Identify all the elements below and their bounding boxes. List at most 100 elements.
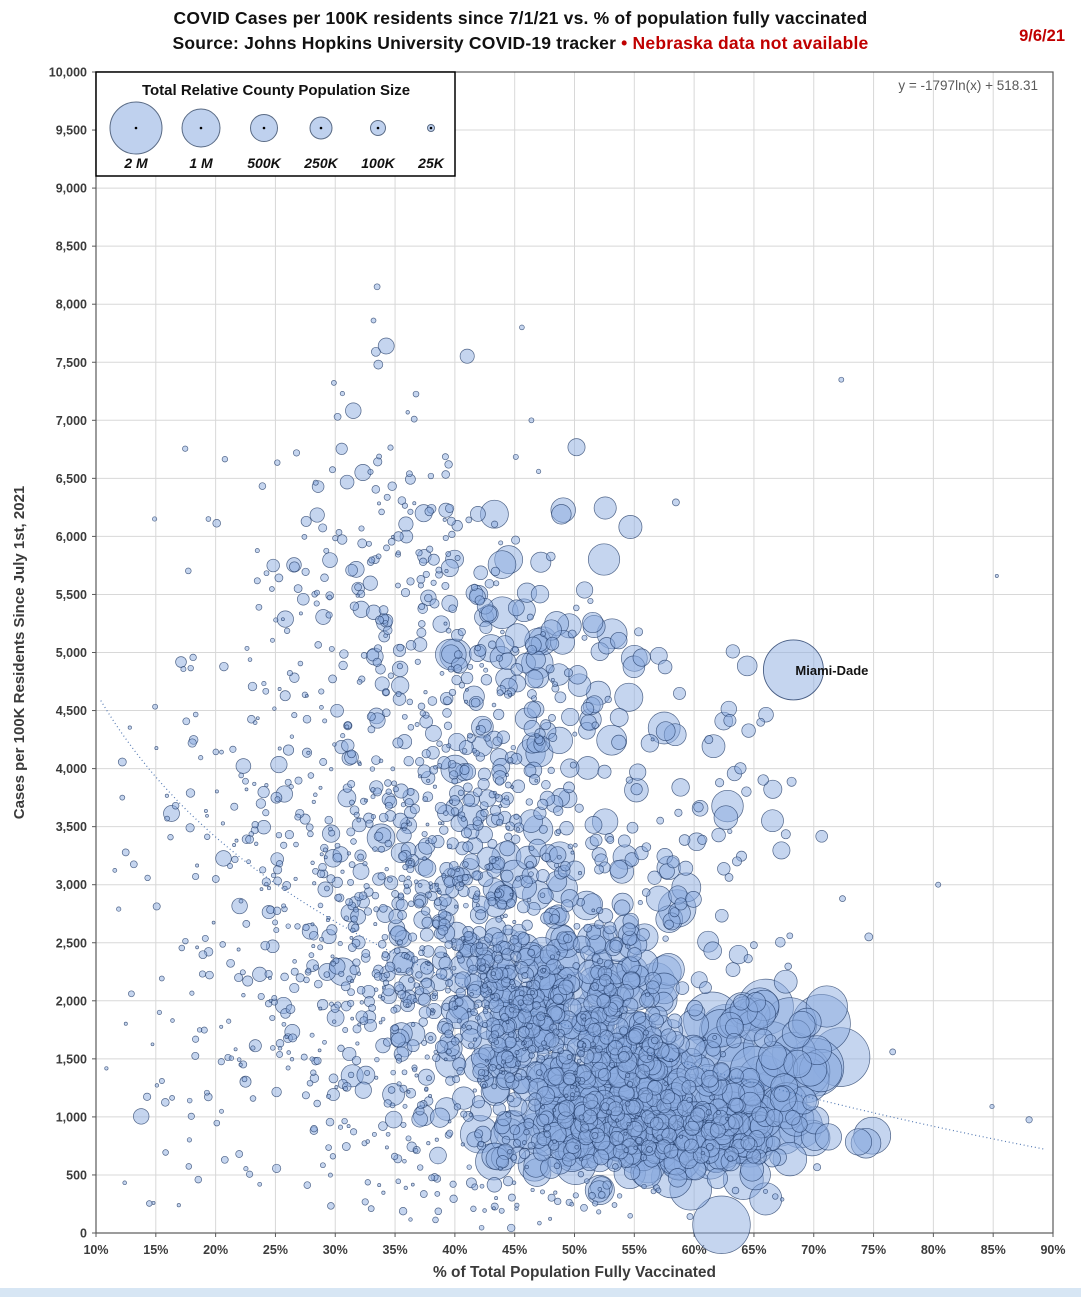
county-bubble [426, 778, 431, 783]
county-bubble [342, 1027, 349, 1033]
county-bubble [460, 935, 466, 941]
county-bubble [340, 981, 351, 992]
county-bubble [498, 540, 504, 546]
county-bubble [633, 1145, 638, 1150]
county-bubble [297, 592, 310, 606]
county-bubble [508, 944, 516, 951]
county-bubble [352, 958, 361, 967]
county-bubble [403, 1185, 408, 1191]
county-bubble [734, 762, 747, 775]
county-bubble [187, 738, 197, 748]
county-bubble [309, 930, 319, 941]
county-bubble [430, 579, 437, 586]
county-bubble [406, 1039, 420, 1053]
county-bubble [455, 951, 463, 959]
county-bubble [511, 1180, 517, 1186]
county-bubble [170, 1018, 175, 1023]
y-tick-label: 2,500 [56, 936, 87, 950]
county-bubble [385, 1131, 391, 1137]
county-bubble [763, 1188, 768, 1194]
county-bubble [444, 1029, 454, 1039]
county-bubble [350, 978, 355, 984]
county-bubble [569, 761, 577, 769]
county-bubble [570, 1084, 575, 1090]
county-bubble [660, 1089, 676, 1105]
county-bubble [370, 794, 376, 800]
county-bubble [864, 932, 874, 942]
county-bubble [429, 1146, 447, 1165]
county-bubble [717, 862, 731, 876]
county-bubble [483, 977, 490, 983]
x-axis-title: % of Total Population Fully Vaccinated [433, 1264, 716, 1281]
county-bubble [630, 1118, 635, 1123]
county-bubble [751, 1106, 768, 1123]
county-bubble [293, 841, 299, 848]
county-bubble [348, 861, 356, 868]
county-bubble [397, 990, 406, 999]
county-bubble [424, 1054, 430, 1060]
county-bubble [588, 1192, 596, 1200]
county-bubble [444, 460, 453, 469]
county-bubble [512, 453, 519, 460]
county-bubble [324, 815, 334, 825]
county-bubble [384, 839, 393, 848]
county-bubble [167, 834, 174, 841]
county-bubble [417, 859, 437, 878]
county-bubble [289, 1057, 295, 1062]
legend-bubble-label: 500K [247, 155, 281, 171]
county-bubble [772, 1193, 779, 1200]
county-bubble [528, 871, 534, 877]
county-bubble [462, 861, 469, 868]
county-bubble [229, 745, 237, 753]
county-bubble [326, 874, 336, 884]
county-bubble [234, 838, 239, 843]
county-bubble [422, 856, 427, 861]
county-bubble [284, 778, 292, 786]
county-bubble [347, 878, 355, 886]
county-bubble [349, 799, 355, 806]
county-bubble [428, 1174, 436, 1182]
county-bubble [192, 711, 199, 718]
county-bubble [602, 1180, 612, 1190]
county-bubble [322, 847, 328, 853]
county-bubble [509, 1124, 521, 1136]
county-bubble [318, 523, 328, 533]
county-bubble [711, 827, 726, 843]
county-bubble [396, 643, 405, 652]
county-bubble [526, 1075, 531, 1081]
county-bubble [727, 828, 733, 834]
county-bubble [476, 1077, 482, 1083]
county-bubble [428, 1035, 434, 1041]
county-bubble [373, 359, 384, 370]
county-bubble [505, 1111, 512, 1118]
county-bubble [502, 1175, 514, 1187]
x-tick-label: 50% [562, 1243, 587, 1257]
county-bubble [763, 779, 783, 799]
county-bubble [702, 1037, 707, 1041]
county-bubble [709, 1094, 716, 1101]
county-bubble [427, 553, 440, 566]
county-bubble [465, 516, 473, 524]
labeled-bubble-label: Miami-Dade [795, 663, 868, 678]
y-tick-label: 6,500 [56, 472, 87, 486]
county-bubble [424, 1086, 429, 1091]
county-bubble [784, 962, 792, 971]
county-bubble [421, 1039, 428, 1046]
county-bubble [152, 516, 158, 522]
county-bubble [558, 1099, 576, 1117]
county-bubble [384, 961, 396, 973]
county-bubble [413, 879, 419, 885]
county-bubble [514, 1037, 520, 1042]
county-bubble [343, 915, 350, 921]
county-bubble [483, 1075, 490, 1081]
county-bubble [608, 1061, 616, 1068]
county-bubble [494, 776, 505, 786]
county-bubble [384, 779, 392, 787]
county-bubble [116, 906, 122, 912]
county-bubble [367, 1205, 375, 1212]
county-bubble [387, 672, 395, 679]
county-bubble [156, 1009, 162, 1015]
y-tick-label: 6,000 [56, 530, 87, 544]
county-bubble [305, 823, 314, 832]
county-bubble [684, 1120, 700, 1136]
